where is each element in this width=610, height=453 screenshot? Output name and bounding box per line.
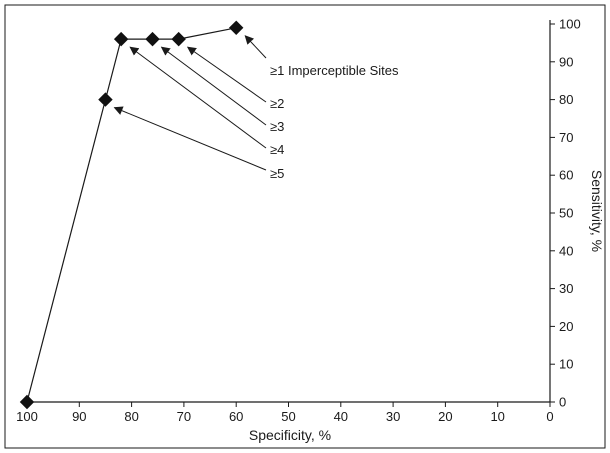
x-tick-label: 90 [72,409,86,424]
y-tick-label: 0 [559,395,566,410]
annotation-label: ≥5 [270,166,284,181]
y-tick-label: 20 [559,319,573,334]
annotation-arrow [129,46,267,149]
x-tick-label: 20 [438,409,452,424]
x-tick-label: 80 [124,409,138,424]
data-point [228,20,244,35]
annotation-arrow [113,106,267,171]
data-point [145,31,160,47]
x-tick-label: 40 [334,409,348,424]
y-tick-label: 10 [559,357,573,372]
y-tick-label: 80 [559,92,573,107]
x-tick-label: 60 [229,409,243,424]
y-tick-label: 90 [559,54,573,69]
annotation-label: ≥1 Imperceptible Sites [270,63,399,78]
x-tick-label: 10 [490,409,504,424]
x-tick-label: 50 [281,409,295,424]
data-point [171,31,186,47]
x-axis-title: Specificity, % [249,427,331,443]
annotation-arrow [244,35,267,59]
annotation-arrow [160,46,267,126]
x-tick-label: 70 [177,409,191,424]
annotation-label: ≥4 [270,142,284,157]
y-tick-label: 100 [559,17,581,32]
y-tick-label: 70 [559,130,573,145]
annotation-label: ≥2 [270,96,284,111]
x-ticks: 100 90 80 70 60 50 40 30 20 10 0 [16,402,554,424]
data-point [113,31,129,47]
series-line [26,27,237,403]
data-point [19,394,35,410]
x-tick-label: 100 [16,409,38,424]
annotation-label: ≥3 [270,119,284,134]
plot-frame [4,4,606,449]
annotations: ≥1 Imperceptible Sites ≥2 ≥3 ≥4 ≥5 [113,35,399,181]
y-tick-label: 40 [559,243,573,258]
y-tick-label: 60 [559,168,573,183]
x-tick-label: 0 [546,409,553,424]
y-ticks: 0 10 20 30 40 50 60 70 80 90 100 [550,17,581,410]
data-points [19,20,244,410]
data-point [98,92,113,107]
y-axis-title: Sensitivity, % [589,170,605,252]
annotation-arrow [186,46,267,103]
y-tick-label: 30 [559,281,573,296]
y-tick-label: 50 [559,206,573,221]
x-tick-label: 30 [386,409,400,424]
